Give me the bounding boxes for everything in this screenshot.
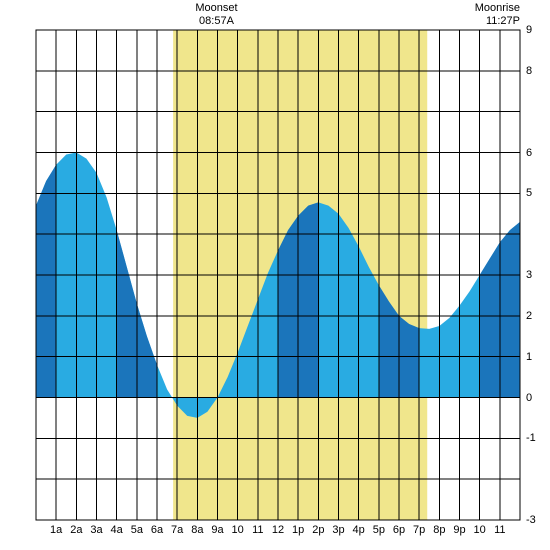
y-tick-label: 0 bbox=[526, 392, 532, 404]
x-tick-label: 11 bbox=[494, 524, 505, 536]
y-tick-label: 9 bbox=[526, 24, 532, 36]
y-tick-label: 2 bbox=[526, 310, 532, 322]
x-tick-label: 10 bbox=[474, 524, 486, 536]
top-annotations: Moonset08:57A Moonrise11:27P bbox=[0, 0, 550, 30]
moon-annotation-title: Moonrise bbox=[475, 2, 520, 15]
y-tick-label: 6 bbox=[526, 147, 532, 159]
x-tick-label: 4a bbox=[111, 524, 123, 536]
x-tick-label: 12 bbox=[272, 524, 284, 536]
x-tick-label: 5p bbox=[373, 524, 385, 536]
y-tick-label: 1 bbox=[526, 351, 532, 363]
tide-chart: Moonset08:57A Moonrise11:27P 1a 2a 3a 4a 5a 6a… bbox=[0, 0, 550, 550]
x-tick-label: 7p bbox=[413, 524, 425, 536]
x-tick-label: 1a bbox=[50, 524, 62, 536]
moon-annotation: Moonset08:57A bbox=[195, 2, 237, 28]
x-tick-label: 6p bbox=[393, 524, 405, 536]
x-tick-label: 3a bbox=[90, 524, 102, 536]
moon-annotation-title: Moonset bbox=[195, 2, 237, 15]
y-tick-label: -1 bbox=[526, 432, 536, 444]
x-tick-label: 1p bbox=[292, 524, 304, 536]
x-tick-label: 2a bbox=[70, 524, 82, 536]
x-tick-label: 8p bbox=[433, 524, 445, 536]
x-tick-label: 6a bbox=[151, 524, 163, 536]
x-tick-label: 11 bbox=[252, 524, 263, 536]
chart-plot-area bbox=[0, 0, 550, 550]
y-tick-label: 5 bbox=[526, 187, 532, 199]
x-tick-label: 2p bbox=[312, 524, 324, 536]
x-tick-label: 10 bbox=[232, 524, 244, 536]
x-tick-label: 4p bbox=[353, 524, 365, 536]
x-tick-label: 7a bbox=[171, 524, 183, 536]
y-tick-label: 8 bbox=[526, 65, 532, 77]
x-tick-label: 5a bbox=[131, 524, 143, 536]
y-tick-label: -3 bbox=[526, 514, 536, 526]
y-tick-label: 3 bbox=[526, 269, 532, 281]
moon-annotation-time: 11:27P bbox=[475, 15, 520, 28]
moon-annotation-time: 08:57A bbox=[195, 15, 237, 28]
x-tick-label: 9a bbox=[211, 524, 223, 536]
x-tick-label: 3p bbox=[332, 524, 344, 536]
moon-annotation: Moonrise11:27P bbox=[475, 2, 520, 28]
x-tick-label: 8a bbox=[191, 524, 203, 536]
x-tick-label: 9p bbox=[453, 524, 465, 536]
